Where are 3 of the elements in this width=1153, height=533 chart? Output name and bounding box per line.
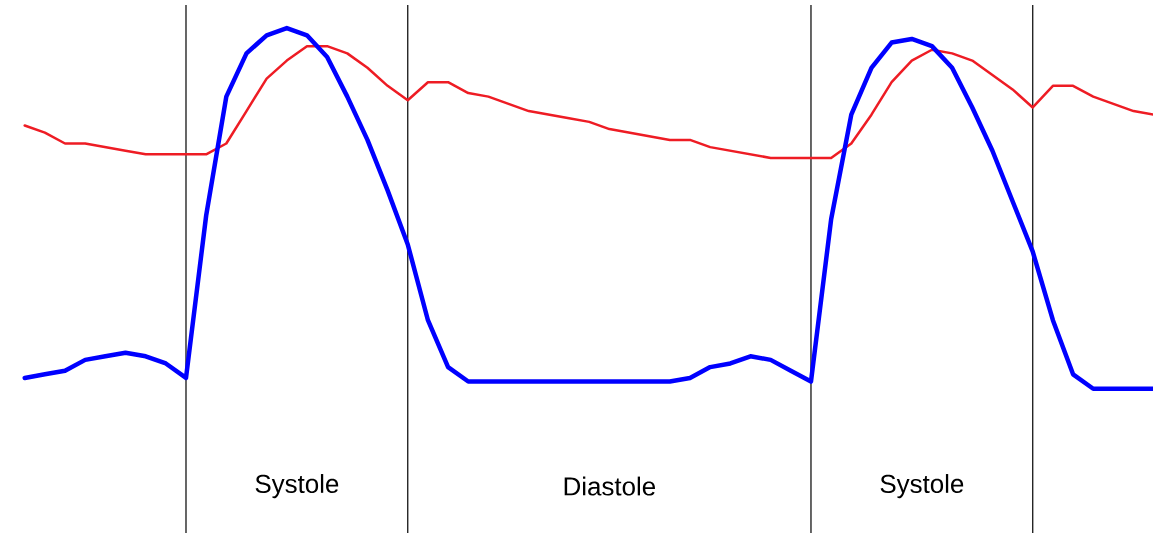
text: Diastole [564, 476, 655, 496]
text: Systole [255, 474, 339, 499]
text: Systole [880, 474, 964, 499]
